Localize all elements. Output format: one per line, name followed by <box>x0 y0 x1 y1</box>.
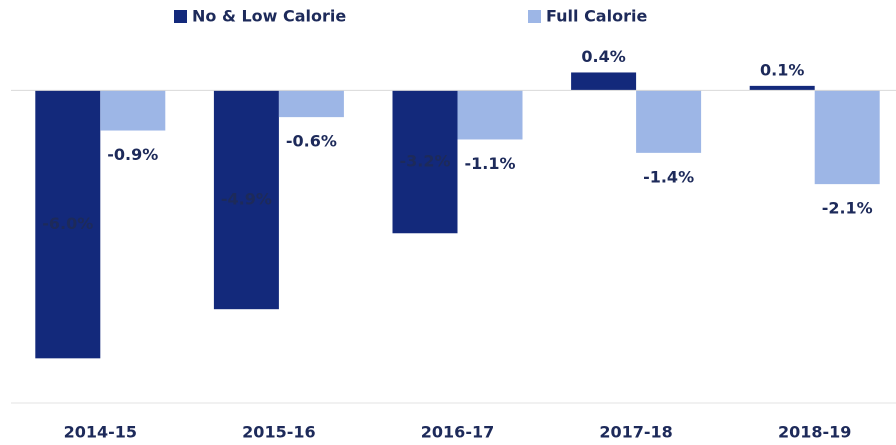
data-label: -1.4% <box>643 167 694 186</box>
bar <box>278 90 344 118</box>
x-tick-label: 2015-16 <box>242 423 315 442</box>
data-label: -0.6% <box>286 132 337 151</box>
legend-label: Full Calorie <box>546 7 647 26</box>
bar <box>749 85 815 91</box>
x-tick-label: 2018-19 <box>778 423 851 442</box>
bar <box>571 72 637 91</box>
x-tick-label: 2017-18 <box>599 423 672 442</box>
x-tick-label: 2016-17 <box>421 423 494 442</box>
bar <box>35 90 101 359</box>
bar <box>457 90 523 140</box>
bar <box>392 90 458 234</box>
data-label: -0.9% <box>107 145 158 164</box>
data-label: -4.9% <box>221 189 272 208</box>
bar <box>814 90 880 185</box>
data-label: -1.1% <box>464 154 515 173</box>
x-tick-label: 2014-15 <box>64 423 137 442</box>
data-label: -3.2% <box>399 151 450 170</box>
bar <box>636 90 702 153</box>
bar <box>100 90 166 131</box>
data-label: 0.4% <box>581 47 625 66</box>
bar <box>213 90 279 310</box>
legend-swatch <box>528 10 541 23</box>
data-label: -6.0% <box>42 214 93 233</box>
legend-swatch <box>174 10 187 23</box>
legend-label: No & Low Calorie <box>192 7 346 26</box>
data-label: 0.1% <box>760 60 804 79</box>
data-label: -2.1% <box>822 199 873 218</box>
